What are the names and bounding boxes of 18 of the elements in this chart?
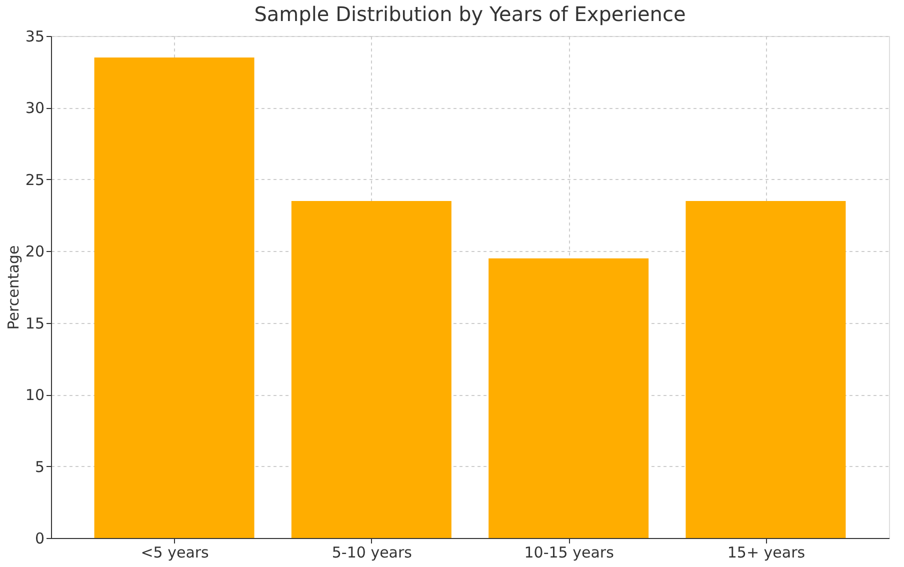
bar <box>94 58 254 538</box>
chart-title: Sample Distribution by Years of Experience <box>254 2 686 26</box>
y-tick-label: 15 <box>25 314 44 332</box>
y-axis-title: Percentage <box>4 245 22 330</box>
y-tick-label: 25 <box>25 170 44 189</box>
x-tick-label: 10-15 years <box>524 544 614 562</box>
y-tick-label: 35 <box>25 28 44 46</box>
y-tick-label: 10 <box>25 386 44 404</box>
y-tick-label: 5 <box>34 458 44 476</box>
x-tick-label: <5 years <box>140 544 210 562</box>
bar <box>488 258 649 538</box>
y-tick-label: 20 <box>25 242 44 261</box>
x-tick-label: 5-10 years <box>332 544 412 562</box>
x-tick-label: 15+ years <box>727 544 806 562</box>
y-tick-label: 0 <box>34 530 44 548</box>
y-tick-label: 30 <box>25 99 44 118</box>
bar <box>291 200 452 538</box>
bar <box>686 200 846 538</box>
